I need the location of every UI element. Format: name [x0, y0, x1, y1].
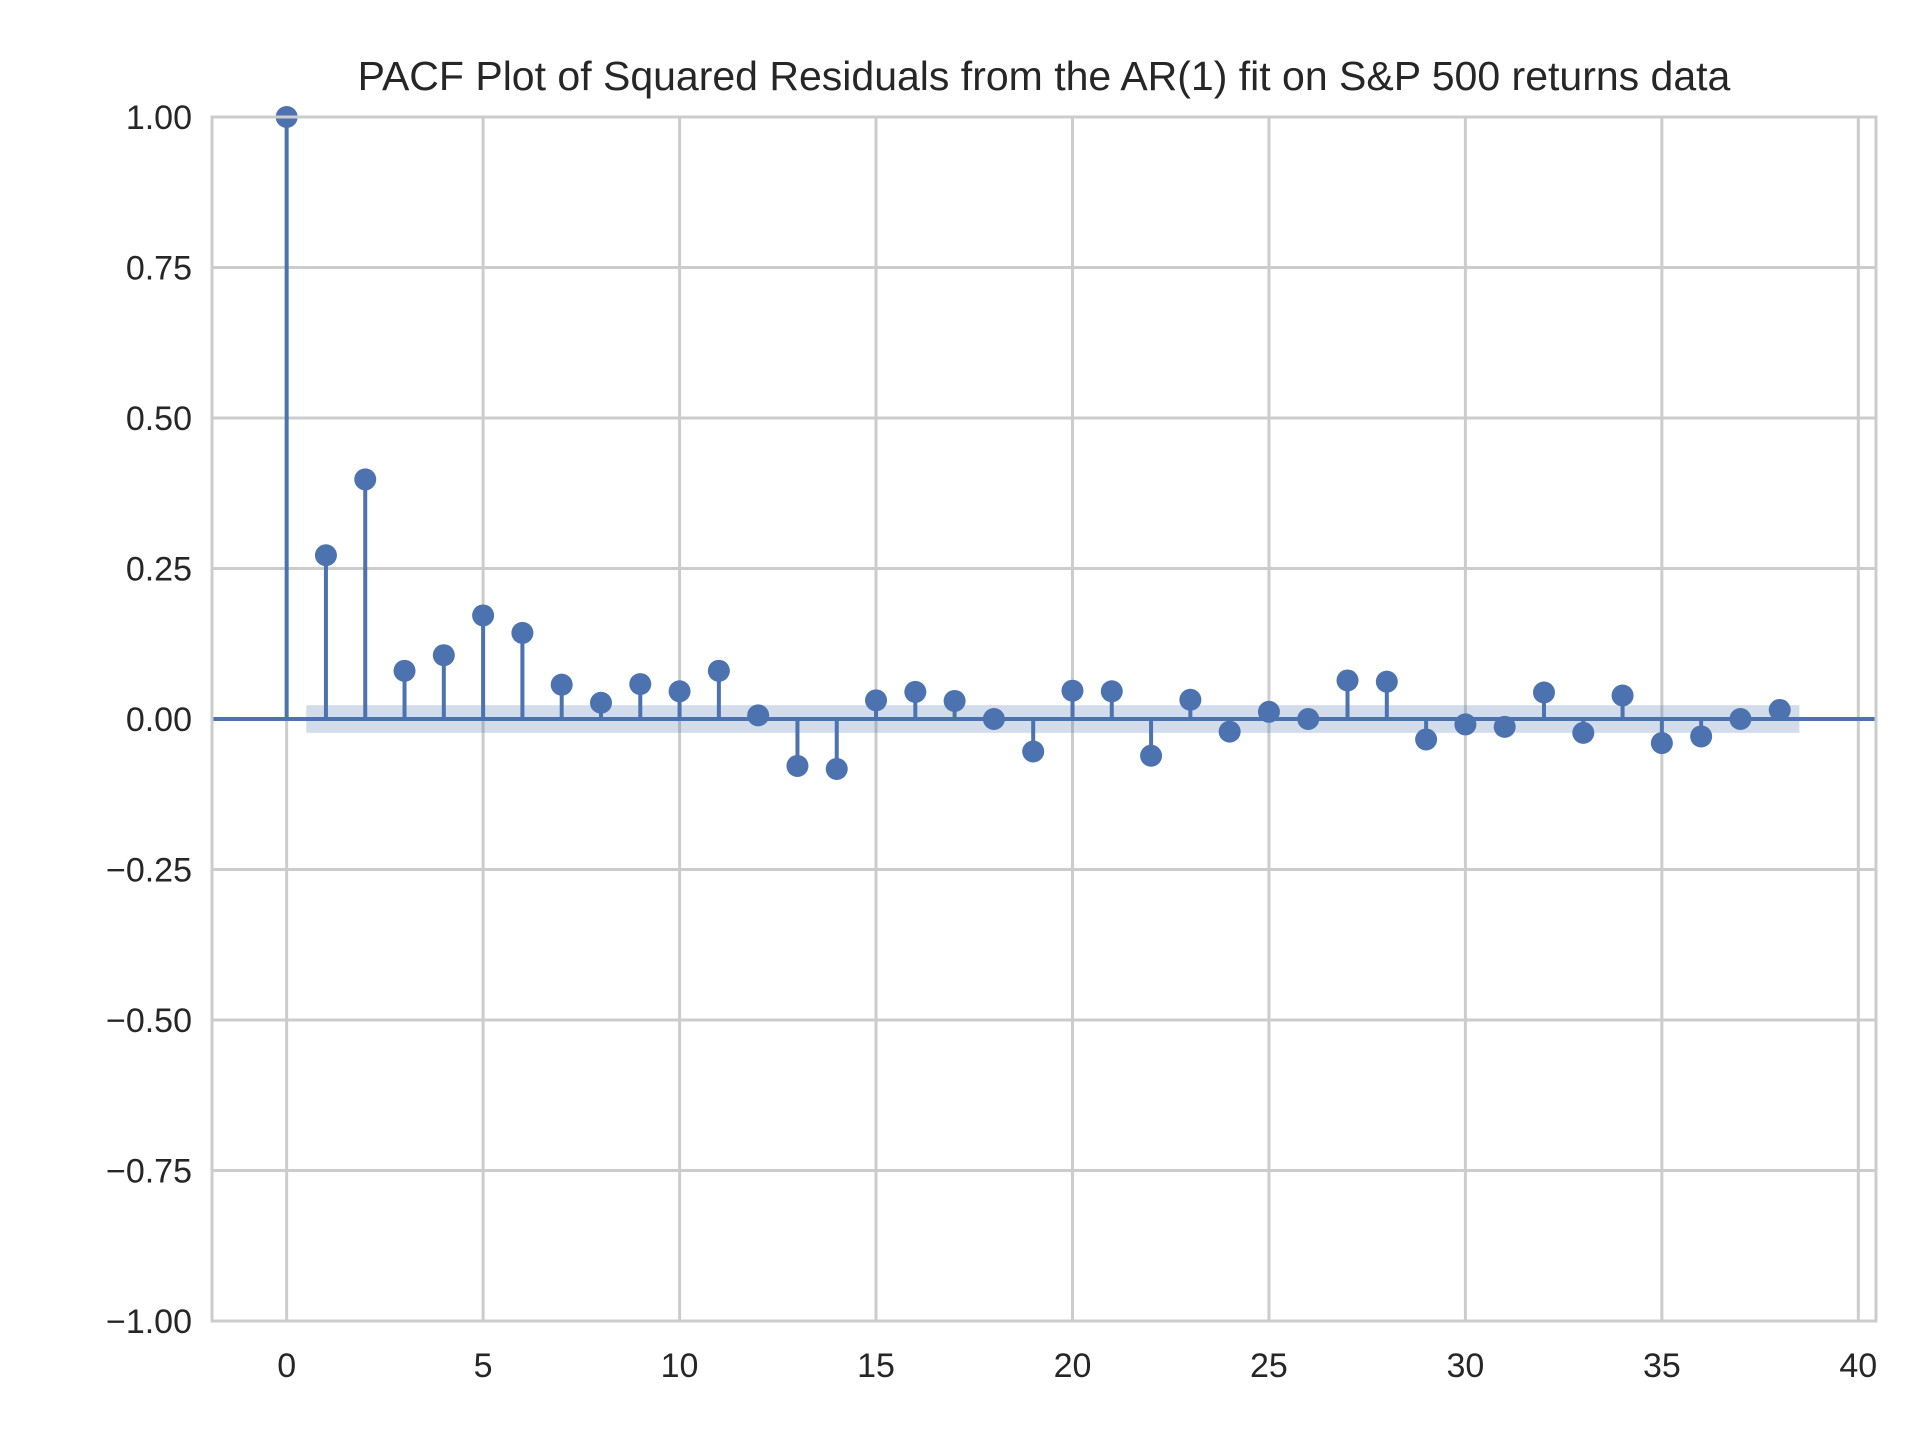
- x-tick-label: 5: [474, 1347, 493, 1385]
- plot-frame: [210, 115, 1878, 1323]
- marker-lag-25: [1257, 700, 1280, 723]
- y-tick-label: 0.50: [126, 400, 192, 438]
- y-tick-label: 0.00: [126, 701, 192, 739]
- y-tick-label: 0.25: [126, 551, 192, 589]
- marker-lag-3: [393, 659, 416, 682]
- marker-lag-12: [747, 704, 770, 727]
- marker-lag-34: [1611, 684, 1634, 707]
- marker-lag-8: [589, 691, 612, 714]
- x-tick-label: 0: [277, 1347, 296, 1385]
- chart-title: PACF Plot of Squared Residuals from the …: [358, 53, 1731, 99]
- x-tick-label: 35: [1643, 1347, 1681, 1385]
- marker-lag-16: [904, 680, 927, 703]
- marker-lag-35: [1650, 732, 1673, 755]
- y-tick-label: −1.00: [106, 1303, 192, 1341]
- marker-lag-37: [1729, 708, 1752, 730]
- marker-lag-7: [550, 673, 573, 696]
- y-tick-label: −0.75: [106, 1153, 192, 1191]
- marker-lag-28: [1375, 670, 1398, 693]
- marker-lag-24: [1218, 720, 1241, 743]
- y-tick-label: 0.75: [126, 250, 192, 288]
- x-tick-label: 25: [1250, 1347, 1288, 1385]
- x-tick-label: 10: [661, 1347, 699, 1385]
- marker-lag-1: [314, 544, 337, 567]
- marker-lag-10: [668, 680, 691, 703]
- y-tick-label: −0.50: [106, 1002, 192, 1040]
- marker-lag-33: [1572, 721, 1595, 744]
- markers: [275, 106, 1791, 780]
- marker-lag-4: [432, 644, 455, 667]
- marker-lag-2: [354, 468, 377, 491]
- x-tick-labels: 0 5 10 15 20 25 30 35 40: [277, 1347, 1877, 1385]
- marker-lag-6: [511, 621, 534, 644]
- marker-lag-18: [982, 708, 1005, 730]
- marker-lag-27: [1336, 669, 1359, 692]
- x-tick-label: 30: [1446, 1347, 1484, 1385]
- x-tick-label: 20: [1054, 1347, 1092, 1385]
- marker-lag-9: [629, 673, 652, 696]
- y-tick-label: −0.25: [106, 852, 192, 890]
- marker-lag-30: [1454, 713, 1477, 736]
- marker-lag-15: [865, 689, 888, 712]
- marker-lag-32: [1532, 681, 1555, 704]
- marker-lag-26: [1297, 708, 1320, 730]
- marker-lag-11: [707, 659, 730, 682]
- marker-lag-23: [1179, 688, 1202, 711]
- y-tick-label: 1.00: [126, 99, 192, 137]
- marker-lag-5: [472, 604, 495, 627]
- marker-lag-21: [1100, 680, 1123, 703]
- marker-lag-38: [1768, 698, 1791, 721]
- marker-lag-29: [1415, 728, 1438, 751]
- y-tick-labels: 1.00 0.75 0.50 0.25 0.00 −0.25 −0.50 −0.75 −1.00: [106, 99, 192, 1341]
- marker-lag-19: [1022, 740, 1045, 763]
- marker-lag-36: [1690, 725, 1713, 748]
- marker-lag-14: [825, 757, 848, 780]
- marker-lag-31: [1493, 715, 1516, 738]
- marker-lag-20: [1061, 679, 1084, 702]
- marker-lag-17: [943, 689, 966, 712]
- marker-lag-13: [786, 754, 809, 777]
- x-tick-label: 40: [1839, 1347, 1877, 1385]
- x-tick-label: 15: [857, 1347, 895, 1385]
- marker-lag-22: [1140, 744, 1163, 767]
